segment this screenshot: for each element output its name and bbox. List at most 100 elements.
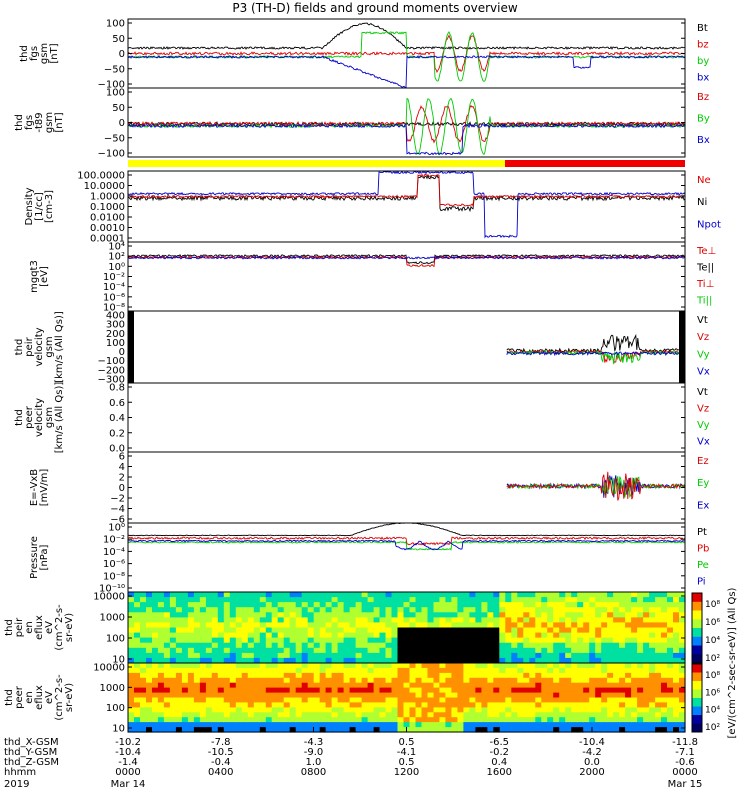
fgs-t89-by-trace	[127, 97, 686, 156]
ytick-label-efield: 0	[119, 483, 125, 494]
ytick-label-pressure: 10⁻²	[103, 535, 125, 546]
xtick-label-hhmm: 0800	[301, 767, 326, 778]
ylabel-fgs: thd	[19, 45, 30, 62]
ytick-label-peir_velocity: −100	[98, 356, 125, 367]
ytick-label-efield: 4	[119, 462, 125, 473]
ytick-label-efield: −2	[110, 494, 125, 505]
ytick-label-peir_velocity: −200	[98, 365, 125, 376]
ytick-label-efield: 2	[119, 473, 125, 484]
ylabel-peir_velocity: thd	[14, 339, 25, 356]
xaxis-date-start: Mar 14	[111, 779, 146, 790]
ylabel-peir_velocity: gsm	[44, 336, 55, 357]
legend-temperature-1: Te||	[696, 262, 714, 273]
ylabel-fgs_t89: thd	[14, 114, 25, 131]
ytick-label-pressure: 10⁰	[108, 523, 125, 534]
peer-energy-spectrogram	[128, 663, 686, 733]
ylabel-peir_en: en	[24, 621, 35, 634]
panel-frame-efield	[127, 451, 686, 524]
ytick-label-peir_velocity: 0	[119, 347, 125, 358]
legend-temperature-3: Ti||	[696, 295, 712, 306]
xtick-label-thd_Y-GSM: -9.0	[304, 747, 324, 758]
ytick-label-fgs_t89: 0	[119, 118, 125, 129]
ylabel-peer_en: (cm^2-s-	[54, 674, 65, 721]
ytick-label-temperature: 10⁻⁴	[103, 282, 125, 293]
ylabel-peir_en: eV	[44, 621, 55, 634]
ylabel-peer_en: thd	[4, 689, 15, 706]
ytick-label-pressure: 10⁻⁴	[103, 547, 125, 558]
colorbar-peer-swatch	[692, 672, 702, 682]
density-ne-trace	[127, 173, 685, 207]
ylabel-efield: [mV/m]	[39, 469, 50, 507]
xtick-label-hhmm: 2000	[579, 767, 604, 778]
ytick-label-peir_velocity: 400	[106, 311, 125, 322]
ytick-label-density: 1.0000	[90, 192, 125, 203]
colorbar-peer-swatch	[692, 723, 702, 733]
ylabel-peer_velocity: thd	[14, 409, 25, 426]
legend-peer_velocity-0: Vt	[697, 387, 708, 398]
colorbar-peer-swatch	[692, 689, 702, 699]
density-npot-trace	[127, 170, 686, 239]
xaxis-date-end: Mar 15	[668, 779, 703, 790]
legend-fgs-0: Bt	[697, 23, 708, 34]
ytick-label-peer_velocity: 0.6	[109, 398, 125, 409]
colorbar-peer-tick: 10⁴	[705, 706, 720, 716]
ytick-label-peir_en: 10	[112, 655, 125, 666]
legend-efield-1: Ey	[697, 478, 709, 489]
ytick-label-temperature: 10⁻²	[103, 272, 125, 283]
colorbar-peir-swatch	[692, 645, 702, 655]
xaxis-row-name: thd_Y-GSM	[4, 747, 57, 758]
fgs-t89-bx-trace	[127, 123, 686, 156]
ylabel-peer_velocity: [km/s (All Qs)]	[54, 382, 65, 454]
colorbar-peir-swatch	[692, 628, 702, 638]
efield-ez-trace	[506, 471, 686, 501]
ytick-label-efield: −6	[110, 515, 125, 526]
colorbar-label: [eV/(cm^2-sec-sr-eV)] (All Qs)	[727, 587, 738, 738]
peir-velocity-fill-left	[128, 311, 134, 383]
ylabel-peer_velocity: gsm	[44, 407, 55, 428]
ylabel-pressure: [nPa]	[39, 544, 50, 570]
ylabel-temperature: mgqt3	[29, 260, 40, 293]
xtick-label-thd_Y-GSM: -7.1	[675, 747, 695, 758]
ylabel-peir_en: eflux	[34, 615, 45, 640]
legend-density-2: Npot	[697, 219, 721, 230]
ytick-label-pressure: 10⁻⁶	[103, 559, 125, 570]
xtick-label-thd_Y-GSM: -4.2	[582, 747, 602, 758]
panel-frame-pressure	[127, 522, 686, 593]
ytick-label-fgs_t89: −50	[104, 133, 125, 144]
ylabel-density: [1/cc]	[34, 192, 45, 221]
ytick-label-density: 10.0000	[84, 181, 125, 192]
xtick-label-hhmm: 0000	[672, 767, 697, 778]
xtick-label-thd_Y-GSM: -10.4	[115, 747, 141, 758]
colorbar-peir-swatch	[692, 636, 702, 647]
ytick-label-fgs_t89: 50	[112, 103, 125, 114]
ylabel-fgs: fgs	[29, 46, 40, 61]
ytick-label-density: 0.0001	[90, 234, 125, 245]
ytick-label-peir_velocity: 200	[106, 329, 125, 340]
ylabel-peer_en: eflux	[34, 685, 45, 710]
ytick-label-fgs: 0	[119, 49, 125, 60]
panel-frame-peer_velocity	[127, 382, 686, 453]
ytick-label-peir_velocity: 300	[106, 320, 125, 331]
ylabel-peir_velocity: velocity	[34, 327, 45, 366]
ylabel-efield: E=-VxB	[29, 469, 40, 506]
ytick-label-peer_en: 100	[106, 703, 125, 714]
ytick-label-peir_en: 1000	[100, 613, 125, 624]
ylabel-peer_en: en	[24, 691, 35, 704]
colorbar-peir-swatch	[692, 619, 702, 629]
legend-fgs_t89-2: Bx	[697, 135, 710, 146]
ytick-label-density: 100.0000	[77, 171, 125, 182]
legend-fgs-1: bz	[697, 39, 709, 50]
xtick-label-hhmm: 0400	[208, 767, 233, 778]
ylabel-peir_en: peir	[14, 617, 25, 637]
ylabel-peer_en: sr-eV)	[64, 683, 75, 712]
ytick-label-density: 0.1000	[90, 202, 125, 213]
colorbar-peer-swatch	[692, 664, 702, 673]
ylabel-fgs: gsm	[39, 43, 50, 64]
ytick-label-pressure: 10⁻⁸	[103, 571, 125, 582]
legend-efield-2: Ex	[697, 500, 709, 511]
ylabel-fgs_t89: gsm	[44, 112, 55, 133]
xtick-label-thd_X-GSM: -10.4	[579, 737, 605, 748]
colorbar-peer-tick: 10²	[705, 723, 720, 733]
colorbar-peer	[691, 663, 703, 733]
